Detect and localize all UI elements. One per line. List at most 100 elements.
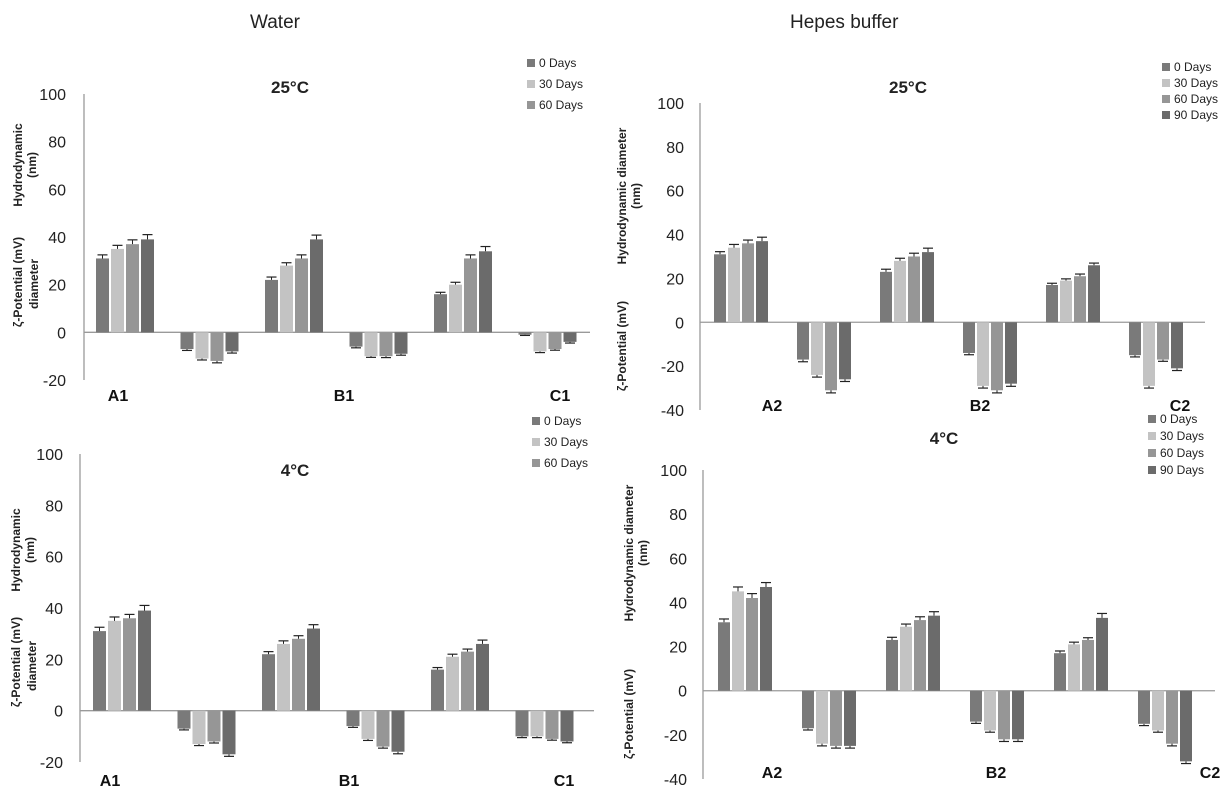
bar	[900, 626, 912, 691]
y-tick-label: 40	[669, 595, 687, 612]
legend-label: 0 Days	[539, 56, 576, 70]
bar	[310, 239, 323, 333]
y-tick-label: -20	[664, 728, 687, 745]
legend-swatch	[527, 59, 535, 67]
bar	[518, 332, 532, 335]
bar	[1054, 653, 1066, 691]
bar	[563, 332, 577, 342]
bar	[461, 651, 474, 711]
bar	[192, 710, 206, 745]
category-label: B1	[339, 773, 360, 789]
chart-title: 25°C	[889, 78, 927, 97]
bar	[1152, 690, 1164, 731]
y-axis-label: ζ-Potential (mV)	[622, 669, 636, 759]
y-tick-label: -20	[661, 359, 684, 376]
bar	[180, 332, 194, 350]
y-tick-label: 100	[657, 96, 684, 113]
bar	[265, 279, 278, 333]
y-tick-label: 100	[39, 87, 66, 104]
y-tick-label: 80	[48, 135, 66, 152]
bar	[732, 591, 744, 691]
y-axis-label: Hydrodynamic	[11, 123, 25, 207]
bar	[970, 690, 982, 722]
bar	[886, 639, 898, 691]
y-tick-label: 20	[669, 640, 687, 657]
legend-label: 0 Days	[1174, 60, 1211, 74]
y-tick-label: -20	[40, 755, 63, 772]
bar	[108, 620, 121, 711]
bar	[533, 332, 547, 352]
category-label: C1	[554, 773, 575, 789]
legend-swatch	[1162, 111, 1170, 119]
category-label: C2	[1170, 398, 1191, 415]
category-label: B2	[970, 398, 991, 415]
bar	[839, 322, 851, 380]
y-axis-label: diameter	[27, 259, 41, 309]
y-tick-label: 80	[666, 140, 684, 157]
legend-swatch	[1148, 432, 1156, 440]
bar	[1143, 322, 1155, 386]
category-label: B1	[334, 388, 355, 405]
y-tick-label: 60	[669, 551, 687, 568]
chart-hepes25: 100 80 60 40 20 0 -20 -40 25°C A2 B2 C2 0 Days 30 Day…	[615, 60, 1218, 420]
chart-title: 25°C	[271, 78, 309, 97]
y-axis-label: Hydrodynamic	[9, 508, 23, 592]
bar	[434, 294, 447, 333]
legend-label: 30 Days	[1160, 429, 1204, 443]
hepes-column-title: Hepes buffer	[790, 12, 899, 33]
y-tick-label: -40	[661, 403, 684, 420]
bar	[1068, 644, 1080, 691]
y-tick-label: 40	[48, 230, 66, 247]
bar	[93, 631, 106, 711]
y-axis-label: Hydrodynamic diameter	[615, 127, 629, 264]
bar	[922, 252, 934, 323]
bar	[914, 620, 926, 691]
bar	[1060, 280, 1072, 323]
bar	[963, 322, 975, 353]
legend-label: 60 Days	[1174, 92, 1218, 106]
y-tick-label: 60	[45, 550, 63, 567]
bar	[138, 610, 151, 711]
bar	[476, 643, 489, 711]
y-axis-label: Hydrodynamic diameter	[622, 484, 636, 621]
legend-label: 60 Days	[544, 456, 588, 470]
bar	[714, 254, 726, 323]
legend-label: 0 Days	[1160, 412, 1197, 426]
bar	[394, 332, 408, 354]
bar	[449, 284, 462, 333]
bar	[210, 332, 224, 361]
category-label: A2	[762, 398, 783, 415]
bar	[464, 258, 477, 333]
bar	[760, 586, 772, 691]
bar	[742, 243, 754, 323]
bar	[280, 265, 293, 333]
y-tick-label: 80	[45, 498, 63, 515]
chart-title: 4°C	[281, 461, 310, 480]
legend-label: 90 Days	[1174, 108, 1218, 122]
bar	[346, 710, 360, 727]
bar	[1005, 322, 1017, 384]
bar	[1088, 265, 1100, 323]
bar	[1082, 639, 1094, 691]
bar	[1180, 690, 1192, 762]
bar	[1138, 690, 1150, 724]
bar	[811, 322, 823, 375]
bar	[225, 332, 239, 352]
category-label: C1	[550, 388, 571, 405]
bar	[349, 332, 363, 347]
y-tick-label: -40	[664, 772, 687, 789]
bar	[479, 251, 492, 333]
y-axis-label: ζ-Potential (mV)	[9, 617, 23, 707]
water-column-title: Water	[250, 12, 300, 33]
y-tick-label: 0	[678, 684, 687, 701]
legend-swatch	[1148, 466, 1156, 474]
legend-label: 0 Days	[544, 414, 581, 428]
y-axis-label: (nm)	[636, 540, 650, 566]
bar	[1129, 322, 1141, 356]
y-tick-label: -20	[43, 373, 66, 390]
y-axis-label: (nm)	[629, 183, 643, 209]
bar	[844, 690, 856, 746]
y-tick-label: 20	[48, 278, 66, 295]
bar	[802, 690, 814, 729]
y-tick-label: 0	[54, 704, 63, 721]
